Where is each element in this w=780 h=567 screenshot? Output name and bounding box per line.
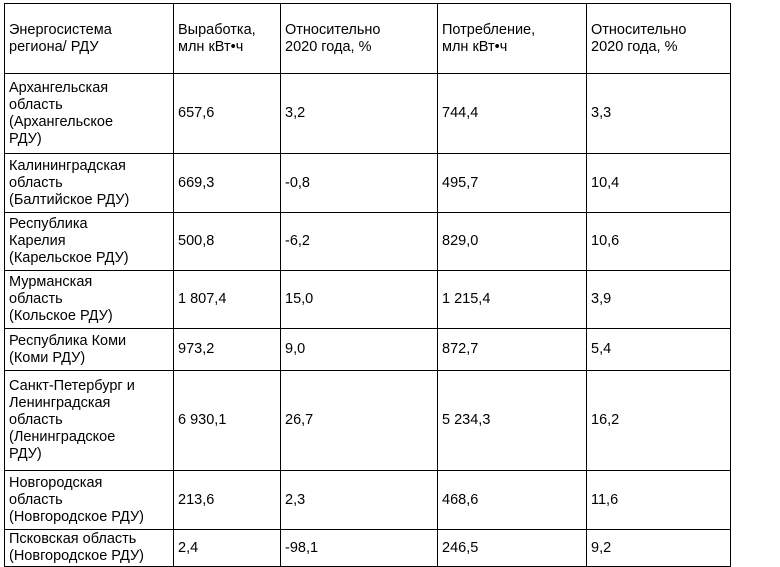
header-cell-consumption-change: Относительно 2020 года, %	[586, 3, 731, 74]
consumption-cell: 468,6	[437, 470, 587, 530]
consumption-cell: 744,4	[437, 73, 587, 154]
consumption-cell: 495,7	[437, 153, 587, 213]
consumption-cell: 1 215,4	[437, 270, 587, 329]
generation-cell: 213,6	[173, 470, 281, 530]
generation-change-cell: -6,2	[280, 212, 438, 271]
generation-cell: 1 807,4	[173, 270, 281, 329]
region-cell: Калининградская область (Балтийское РДУ)	[4, 153, 174, 213]
generation-change-cell: 26,7	[280, 370, 438, 471]
region-cell: Санкт-Петербург и Ленинградская область …	[4, 370, 174, 471]
table-row: Псковская область (Новгородское РДУ) 2,4…	[4, 529, 731, 567]
generation-cell: 500,8	[173, 212, 281, 271]
generation-cell: 973,2	[173, 328, 281, 371]
header-cell-generation-change: Относительно 2020 года, %	[280, 3, 438, 74]
consumption-change-cell: 10,6	[586, 212, 731, 271]
generation-change-cell: 3,2	[280, 73, 438, 154]
table-row: Республика Коми (Коми РДУ) 973,2 9,0 872…	[4, 328, 731, 371]
generation-cell: 2,4	[173, 529, 281, 567]
header-cell-consumption: Потребление, млн кВт•ч	[437, 3, 587, 74]
consumption-cell: 5 234,3	[437, 370, 587, 471]
region-cell: Новгородская область (Новгородское РДУ)	[4, 470, 174, 530]
header-cell-region: Энергосистема региона/ РДУ	[4, 3, 174, 74]
consumption-cell: 872,7	[437, 328, 587, 371]
generation-cell: 657,6	[173, 73, 281, 154]
generation-cell: 669,3	[173, 153, 281, 213]
table-row: Архангельская область (Архангельское РДУ…	[4, 73, 731, 154]
table-row: Санкт-Петербург и Ленинградская область …	[4, 370, 731, 471]
consumption-change-cell: 10,4	[586, 153, 731, 213]
generation-change-cell: -0,8	[280, 153, 438, 213]
energy-table: Энергосистема региона/ РДУ Выработка, мл…	[4, 3, 731, 567]
consumption-change-cell: 11,6	[586, 470, 731, 530]
consumption-cell: 246,5	[437, 529, 587, 567]
consumption-change-cell: 16,2	[586, 370, 731, 471]
consumption-cell: 829,0	[437, 212, 587, 271]
generation-change-cell: 2,3	[280, 470, 438, 530]
region-cell: Архангельская область (Архангельское РДУ…	[4, 73, 174, 154]
generation-cell: 6 930,1	[173, 370, 281, 471]
generation-change-cell: -98,1	[280, 529, 438, 567]
table-row: Мурманская область (Кольское РДУ) 1 807,…	[4, 270, 731, 329]
header-cell-generation: Выработка, млн кВт•ч	[173, 3, 281, 74]
table-row: Новгородская область (Новгородское РДУ) …	[4, 470, 731, 530]
table-row: Калининградская область (Балтийское РДУ)…	[4, 153, 731, 213]
consumption-change-cell: 9,2	[586, 529, 731, 567]
table-header-row: Энергосистема региона/ РДУ Выработка, мл…	[4, 3, 731, 74]
generation-change-cell: 15,0	[280, 270, 438, 329]
region-cell: Псковская область (Новгородское РДУ)	[4, 529, 174, 567]
region-cell: Мурманская область (Кольское РДУ)	[4, 270, 174, 329]
consumption-change-cell: 5,4	[586, 328, 731, 371]
table-row: Республика Карелия (Карельское РДУ) 500,…	[4, 212, 731, 271]
consumption-change-cell: 3,9	[586, 270, 731, 329]
region-cell: Республика Карелия (Карельское РДУ)	[4, 212, 174, 271]
consumption-change-cell: 3,3	[586, 73, 731, 154]
region-cell: Республика Коми (Коми РДУ)	[4, 328, 174, 371]
generation-change-cell: 9,0	[280, 328, 438, 371]
